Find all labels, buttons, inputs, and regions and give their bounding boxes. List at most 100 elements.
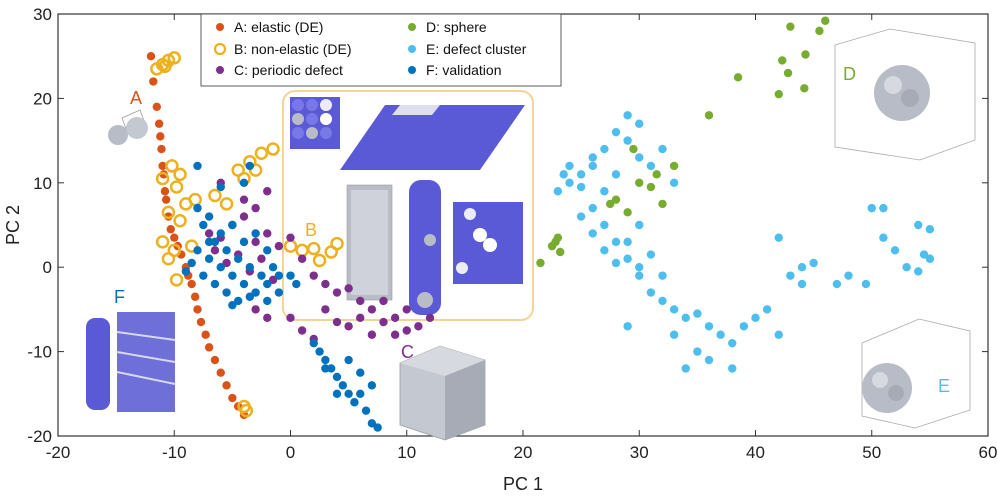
point-A xyxy=(161,195,171,204)
point-A xyxy=(216,368,225,377)
point-F xyxy=(338,381,348,390)
inset-frame xyxy=(282,90,534,321)
point-F xyxy=(309,338,318,348)
point-E xyxy=(797,279,807,289)
point-F xyxy=(245,263,255,272)
point-F xyxy=(193,161,202,171)
annotation-B: B xyxy=(305,220,317,240)
structure-E xyxy=(861,318,971,429)
point-E xyxy=(658,144,667,154)
point-F xyxy=(321,364,330,373)
point-F xyxy=(245,161,255,171)
point-A xyxy=(210,355,220,365)
legend-box xyxy=(200,13,562,87)
y-tick-label: -20 xyxy=(27,427,52,446)
point-C xyxy=(356,313,365,323)
point-B xyxy=(312,253,327,268)
point-C xyxy=(263,229,272,238)
point-B xyxy=(254,146,269,161)
structure-blue-column xyxy=(409,180,441,315)
point-F xyxy=(204,212,214,221)
point-B xyxy=(161,252,176,266)
point-F xyxy=(181,267,191,276)
legend-marker-F xyxy=(408,66,416,74)
point-E xyxy=(728,364,737,373)
point-E xyxy=(565,161,574,171)
point-E xyxy=(600,144,609,154)
point-B xyxy=(330,236,344,251)
annotation-E: E xyxy=(938,376,950,396)
point-F xyxy=(204,254,214,263)
point-E xyxy=(576,182,586,192)
point-B xyxy=(158,59,172,74)
point-E xyxy=(786,271,795,280)
point-E xyxy=(704,322,714,331)
point-E xyxy=(635,263,644,272)
point-C xyxy=(344,322,353,331)
data-series xyxy=(146,16,935,432)
point-E xyxy=(588,161,597,171)
point-F xyxy=(239,279,249,289)
point-E xyxy=(623,237,632,247)
point-E xyxy=(844,271,853,280)
point-E xyxy=(623,322,632,331)
point-F xyxy=(367,381,377,390)
point-A xyxy=(157,144,166,154)
series-B xyxy=(150,51,344,418)
point-E xyxy=(600,220,609,230)
point-F xyxy=(216,182,225,192)
point-C xyxy=(274,241,284,251)
point-E xyxy=(914,267,923,276)
point-C xyxy=(257,254,266,263)
point-E xyxy=(728,338,737,348)
point-A xyxy=(160,187,170,196)
point-D xyxy=(821,16,830,25)
point-C xyxy=(222,258,231,268)
point-E xyxy=(879,203,888,213)
x-tick-label: -10 xyxy=(162,443,187,462)
point-C xyxy=(239,195,249,204)
point-F xyxy=(239,178,249,187)
point-E xyxy=(635,271,644,280)
point-E xyxy=(600,187,609,196)
point-F xyxy=(257,271,266,280)
point-E xyxy=(774,233,783,242)
x-tick-label: 20 xyxy=(514,443,533,462)
point-E xyxy=(588,229,597,238)
point-E xyxy=(600,246,609,255)
point-C xyxy=(390,313,400,323)
x-tick-label: -20 xyxy=(46,443,71,462)
point-F xyxy=(263,296,272,306)
point-F xyxy=(228,300,237,310)
x-tick-label: 60 xyxy=(979,443,997,462)
point-D xyxy=(551,237,560,247)
point-F xyxy=(222,288,231,297)
legend-marker-D xyxy=(408,23,416,31)
annotation-A: A xyxy=(130,88,142,108)
y-tick-label: 0 xyxy=(43,258,52,277)
point-F xyxy=(274,271,284,280)
annotation-F: F xyxy=(114,287,125,307)
point-F xyxy=(356,389,365,398)
point-F xyxy=(251,229,260,238)
point-E xyxy=(867,203,876,213)
point-A xyxy=(152,102,162,112)
point-B xyxy=(161,205,176,220)
legend-label-A: A: elastic (DE) xyxy=(234,19,323,35)
point-D xyxy=(556,247,565,257)
point-B xyxy=(169,180,184,194)
point-E xyxy=(751,313,760,323)
point-C xyxy=(286,313,295,323)
legend-marker-A xyxy=(216,23,224,31)
point-F xyxy=(356,368,365,377)
point-E xyxy=(576,170,586,179)
point-C xyxy=(268,275,278,285)
point-A xyxy=(166,225,175,234)
point-C xyxy=(297,326,307,335)
point-A xyxy=(154,119,164,128)
point-C xyxy=(297,254,307,263)
point-E xyxy=(739,322,749,331)
point-F xyxy=(239,237,249,247)
point-F xyxy=(228,271,237,280)
annotation-C: C xyxy=(401,342,414,362)
